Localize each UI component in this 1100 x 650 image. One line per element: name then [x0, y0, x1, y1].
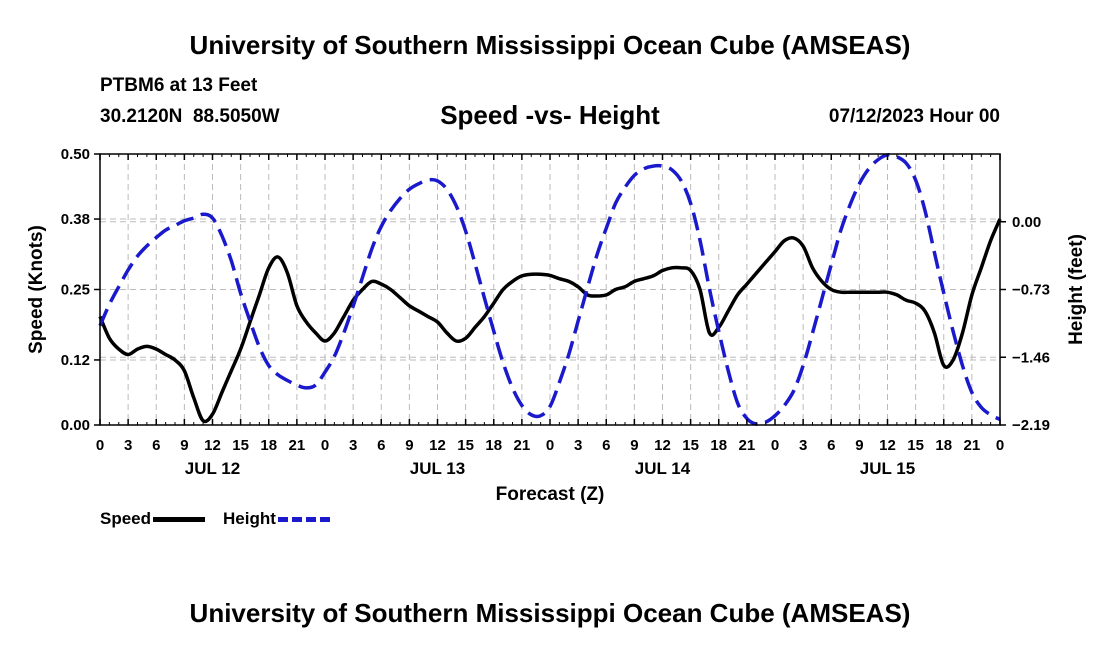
- x-tick-label: 15: [457, 437, 474, 454]
- day-label: JUL 15: [860, 459, 915, 478]
- x-tick-label: 21: [739, 437, 756, 454]
- legend-label-height: Height: [223, 509, 276, 528]
- series-line-height: [98, 153, 1001, 427]
- y2-tick-label: 0.00: [1012, 214, 1041, 231]
- legend-swatch-speed: [153, 516, 206, 522]
- y2-tick-label: −1.46: [1012, 349, 1050, 366]
- x-tick-label: 6: [152, 437, 160, 454]
- x-tick-label: 0: [996, 437, 1004, 454]
- x-tick-label: 21: [964, 437, 981, 454]
- x-tick-label: 15: [907, 437, 924, 454]
- day-label: JUL 12: [185, 459, 240, 478]
- series-line-speed: [98, 218, 1002, 424]
- station-label: PTBM6 at 13 Feet: [100, 75, 258, 96]
- x-tick-label: 0: [771, 437, 779, 454]
- legend-item-height: Height: [223, 509, 330, 529]
- y2-axis-label: Height (feet): [1066, 234, 1087, 345]
- x-tick-label: 21: [514, 437, 531, 454]
- legend: Speed Height: [100, 509, 348, 529]
- x-tick-label: 15: [682, 437, 699, 454]
- y-tick-label: 0.50: [61, 146, 90, 163]
- x-tick-label: 18: [485, 437, 502, 454]
- grid: [100, 154, 1000, 425]
- x-tick-label: 6: [827, 437, 835, 454]
- y-tick-label: 0.00: [61, 417, 90, 434]
- x-tick-label: 0: [321, 437, 329, 454]
- speed-height-chart: 0 3 6 9 12 15 18 21 0 3 6 9 12 15 18 21 0 3 6 9 12 15 18 21 0 3 6 9…: [26, 146, 1087, 505]
- x-tick-label: 0: [546, 437, 554, 454]
- x-tick-label: 9: [180, 437, 188, 454]
- x-tick-label: 3: [574, 437, 582, 454]
- x-tick-label: 12: [879, 437, 896, 454]
- x-tick-label: 12: [429, 437, 446, 454]
- legend-item-speed: Speed: [100, 509, 206, 529]
- series-lines: [98, 153, 1002, 427]
- y2-tick-label: −2.19: [1012, 417, 1050, 434]
- x-tick-label: 0: [96, 437, 104, 454]
- x-tick-label: 12: [654, 437, 671, 454]
- x-tick-label: 9: [630, 437, 638, 454]
- y-axis-label: Speed (Knots): [26, 225, 47, 354]
- legend-swatch-height: [277, 516, 330, 522]
- x-tick-label: 3: [799, 437, 807, 454]
- legend-label-speed: Speed: [100, 509, 152, 528]
- forecast-date: 07/12/2023 Hour 00: [828, 106, 1000, 127]
- x-tick-label: 3: [349, 437, 357, 454]
- x-axis-label: Forecast (Z): [496, 484, 605, 505]
- x-tick-label: 6: [602, 437, 610, 454]
- x-tick-label: 15: [232, 437, 249, 454]
- y-tick-label: 0.25: [61, 282, 90, 299]
- x-tick-label: 18: [710, 437, 727, 454]
- x-tick-label: 12: [204, 437, 221, 454]
- day-label: JUL 13: [410, 459, 465, 478]
- coordinates-label: 30.2120N 88.5050W: [100, 106, 280, 127]
- day-label: JUL 14: [635, 459, 691, 478]
- y-tick-label: 0.12: [61, 352, 90, 369]
- page-title: University of Southern Mississippi Ocean…: [189, 30, 911, 60]
- x-tick-label: 9: [405, 437, 413, 454]
- x-tick-label: 18: [935, 437, 952, 454]
- axes: 0 3 6 9 12 15 18 21 0 3 6 9 12 15 18 21 0 3 6 9 12 15 18 21 0 3 6 9…: [61, 146, 1050, 478]
- x-tick-label: 3: [124, 437, 132, 454]
- footer-title: University of Southern Mississippi Ocean…: [189, 598, 911, 628]
- x-tick-label: 21: [289, 437, 306, 454]
- y2-tick-label: −0.73: [1012, 282, 1050, 299]
- x-tick-label: 18: [260, 437, 277, 454]
- x-tick-label: 6: [377, 437, 385, 454]
- y-tick-label: 0.38: [61, 211, 90, 228]
- chart-title: Speed -vs- Height: [440, 100, 660, 130]
- x-tick-label: 9: [855, 437, 863, 454]
